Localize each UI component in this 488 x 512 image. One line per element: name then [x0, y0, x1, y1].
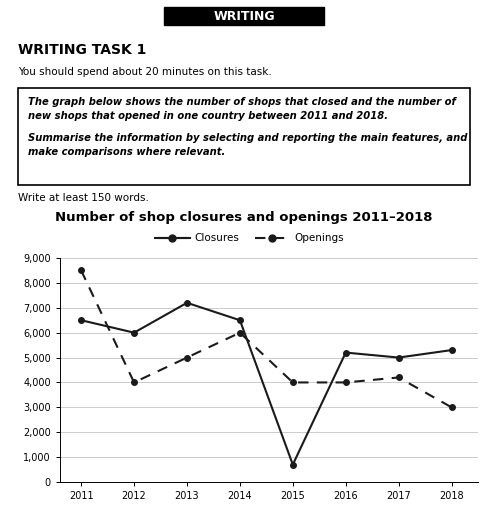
Text: Number of shop closures and openings 2011–2018: Number of shop closures and openings 201… [55, 211, 433, 224]
Bar [164, 7, 324, 25]
Text: WRITING: WRITING [213, 10, 275, 23]
Text: Write at least 150 words.: Write at least 150 words. [18, 193, 149, 203]
Bar [18, 88, 470, 185]
Text: Openings: Openings [294, 233, 344, 243]
Text: Summarise the information by selecting and reporting the main features, and: Summarise the information by selecting a… [28, 133, 468, 143]
Text: make comparisons where relevant.: make comparisons where relevant. [28, 147, 225, 157]
Text: Closures: Closures [194, 233, 239, 243]
Text: The graph below shows the number of shops that closed and the number of: The graph below shows the number of shop… [28, 97, 456, 107]
Text: new shops that opened in one country between 2011 and 2018.: new shops that opened in one country bet… [28, 111, 388, 121]
Text: WRITING TASK 1: WRITING TASK 1 [18, 43, 146, 57]
Text: You should spend about 20 minutes on this task.: You should spend about 20 minutes on thi… [18, 67, 272, 77]
